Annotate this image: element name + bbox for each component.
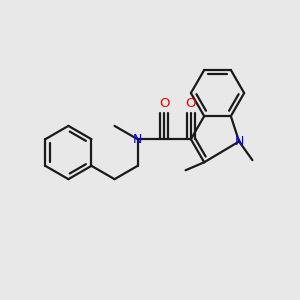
Text: O: O <box>186 97 196 110</box>
Text: N: N <box>133 133 142 146</box>
Text: O: O <box>159 97 169 110</box>
Text: N: N <box>234 135 244 148</box>
